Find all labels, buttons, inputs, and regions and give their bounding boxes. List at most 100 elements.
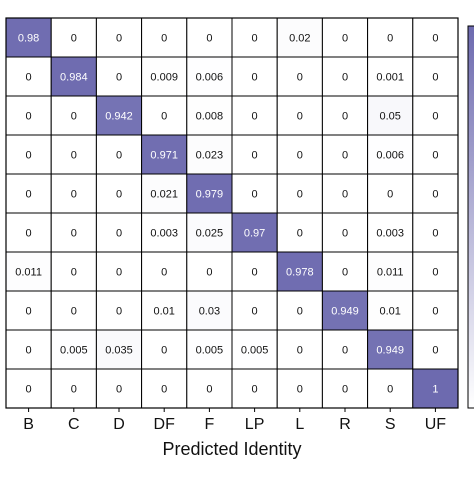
cell-value-label: 0 — [432, 150, 438, 162]
cell-value-label: 0 — [116, 150, 122, 162]
heatmap-cell — [141, 56, 188, 97]
cell-value-label: 0 — [342, 345, 348, 357]
heatmap-cell — [412, 251, 459, 292]
x-tick-label: DF — [154, 416, 176, 433]
cell-value-label: 0 — [342, 150, 348, 162]
cell-value-label: 0 — [297, 111, 303, 123]
cell-value-label: 0 — [161, 345, 167, 357]
cell-value-label: 0 — [387, 384, 393, 396]
cell-value-label: 0.02 — [289, 33, 310, 45]
heatmap-border — [5, 17, 459, 409]
cell-value-label: 0.006 — [376, 150, 404, 162]
cell-value-label: 0 — [161, 384, 167, 396]
cell-value-label: 0 — [206, 384, 212, 396]
cell-value-label: 0 — [432, 33, 438, 45]
heatmap-cell — [321, 368, 369, 409]
cell-value-label: 0 — [432, 267, 438, 279]
cell-value-label: 0 — [161, 267, 167, 279]
x-tick-label: R — [339, 416, 351, 433]
cell-value-label: 0 — [432, 111, 438, 123]
heatmap-cell — [141, 290, 188, 331]
cell-value-label: 0.005 — [196, 345, 224, 357]
heatmap-cell — [231, 134, 278, 175]
heatmap-cell — [367, 173, 414, 214]
cell-value-label: 0 — [297, 72, 303, 84]
heatmap-cell — [186, 329, 233, 370]
cell-value-label: 0.005 — [241, 345, 269, 357]
heatmap-cell — [231, 173, 278, 214]
heatmap-cell — [50, 17, 97, 58]
heatmap-cell — [231, 290, 278, 331]
heatmap-cell — [367, 251, 414, 292]
cell-value-label: 0 — [71, 267, 77, 279]
cell-value-label: 0.942 — [105, 111, 133, 123]
cell-value-label: 0 — [206, 33, 212, 45]
cell-value-label: 0 — [116, 267, 122, 279]
heatmap-cell — [231, 17, 278, 58]
x-tick-labels: B C D DF F LP L R S UF — [23, 408, 446, 433]
heatmap-cell — [186, 368, 233, 409]
cell-value-label: 0 — [342, 111, 348, 123]
cell-value-label: 0 — [116, 306, 122, 318]
cell-value-label: 0 — [252, 189, 258, 201]
cell-value-label: 0 — [26, 228, 32, 240]
cell-value-label: 0 — [342, 267, 348, 279]
cell-value-label: 0 — [342, 72, 348, 84]
x-tick-label: C — [68, 416, 80, 433]
cell-value-label: 0 — [26, 111, 32, 123]
cell-value-label: 0 — [26, 306, 32, 318]
x-tick-label: LP — [245, 416, 265, 433]
cell-value-label: 0 — [71, 384, 77, 396]
cell-value-label: 0.025 — [196, 228, 224, 240]
cell-value-label: 0 — [297, 384, 303, 396]
cell-value-label: 0 — [116, 384, 122, 396]
heatmap-cell — [367, 290, 414, 331]
cell-value-label: 0 — [71, 306, 77, 318]
heatmap-cell — [231, 251, 278, 292]
x-axis-label: Predicted Identity — [162, 439, 301, 459]
cell-value-label: 0.005 — [60, 345, 88, 357]
cell-value-label: 0.011 — [15, 267, 42, 279]
x-tick-label: UF — [425, 416, 447, 433]
cell-value-label: 0 — [342, 228, 348, 240]
cell-value-label: 0 — [71, 111, 77, 123]
cell-value-label: 0.035 — [105, 345, 133, 357]
heatmap-cell — [276, 56, 323, 97]
heatmap-cell — [50, 173, 97, 214]
heatmap-cell — [5, 251, 52, 292]
cell-value-label: 0 — [26, 384, 32, 396]
x-tick-label: D — [113, 416, 125, 433]
heatmap-cell — [321, 95, 369, 136]
cell-value-label: 0.949 — [331, 306, 359, 318]
heatmap-cell — [50, 95, 97, 136]
heatmap-cell — [276, 290, 323, 331]
cell-value-label: 0 — [252, 33, 258, 45]
heatmap-cell — [186, 212, 233, 253]
heatmap-cell — [276, 95, 323, 136]
cell-value-label: 0 — [71, 33, 77, 45]
heatmap-cell — [276, 251, 323, 292]
cell-value-label: 0 — [26, 189, 32, 201]
cell-value-label: 0.021 — [150, 189, 178, 201]
cell-value-label: 0 — [252, 384, 258, 396]
heatmap-cell — [141, 251, 188, 292]
heatmap-cell — [321, 56, 369, 97]
cell-value-label: 0 — [161, 33, 167, 45]
cell-value-label: 0.05 — [379, 111, 400, 123]
heatmap-cell — [95, 329, 143, 370]
cell-value-label: 0 — [297, 189, 303, 201]
heatmap-cell — [321, 251, 369, 292]
cell-value-label: 0 — [342, 33, 348, 45]
heatmap-cell — [367, 368, 414, 409]
cell-value-label: 0 — [252, 111, 258, 123]
x-tick-label: S — [385, 416, 396, 433]
heatmap-cell — [50, 329, 97, 370]
heatmap-cell — [231, 56, 278, 97]
cell-value-label: 1 — [432, 384, 438, 396]
cell-value-label: 0 — [387, 33, 393, 45]
heatmap-cell — [5, 134, 52, 175]
heatmap-cell — [321, 17, 369, 58]
cell-value-label: 0.978 — [286, 267, 314, 279]
heatmap-cell — [367, 56, 414, 97]
